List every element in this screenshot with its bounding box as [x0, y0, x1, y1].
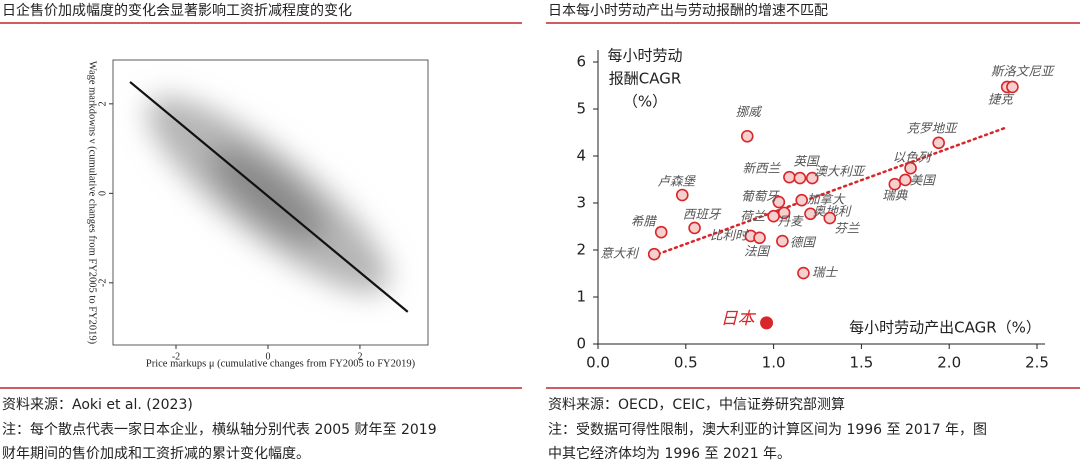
point-label: 奥地利 [813, 203, 852, 218]
y-tick-label: 2 [97, 101, 108, 106]
point [797, 266, 810, 280]
point-label: 以色列 [893, 150, 933, 165]
point [898, 173, 912, 187]
y-tick-label: 5 [576, 100, 586, 118]
plot-frame [112, 59, 429, 346]
point-label: 比利时 [710, 227, 750, 242]
point-label: 西班牙 [683, 206, 722, 221]
source: 资料来源：OECD，CEIC，中信证券研究部测算 [548, 397, 845, 413]
x-tick-label: 2.0 [937, 354, 961, 372]
chart-title: 日本每小时劳动产出与劳动报酬的增速不匹配 [548, 3, 828, 19]
y-tick-label: -2 [97, 279, 108, 287]
point [904, 161, 917, 175]
y-tick-label: 3 [576, 194, 586, 212]
point-label: 新西兰 [743, 161, 782, 176]
y-axis-label: 报酬CAGR [609, 70, 682, 88]
highlight-point [760, 316, 774, 330]
point [654, 225, 668, 239]
x-tick-label: 0 [265, 351, 270, 362]
point [888, 177, 902, 191]
point-label: 美国 [910, 172, 937, 187]
point [777, 206, 791, 220]
x-tick-label: 1.5 [849, 354, 873, 372]
x-tick-label: 1.0 [762, 354, 786, 372]
note: 注：受数据可得性限制，澳大利亚的计算区间为 1996 至 2017 年，图 [548, 421, 987, 438]
point-label: 芬兰 [834, 221, 861, 236]
y-axis-label: Wage markdowns ν (cumulative changes fro… [87, 61, 98, 345]
point [753, 231, 766, 245]
y-tick-label: 0 [97, 191, 108, 196]
point [823, 211, 837, 225]
point [776, 234, 789, 248]
y-axis-label: （%） [623, 93, 667, 111]
point-label: 澳大利亚 [814, 164, 867, 179]
x-axis-label: Price markups μ (cumulative changes from… [146, 358, 416, 369]
source: 资料来源：Aoki et al. (2023) [2, 397, 193, 413]
point-label: 加拿大 [807, 192, 846, 207]
point-label: 克罗地亚 [907, 120, 960, 135]
point-label: 德国 [790, 235, 817, 250]
point-label: 斯洛文尼亚 [991, 63, 1056, 78]
point-label: 希腊 [631, 214, 658, 229]
x-tick-label: 0.5 [674, 354, 698, 372]
point-label: 葡萄牙 [741, 189, 780, 204]
point [795, 193, 808, 207]
point [793, 171, 807, 185]
y-tick-label: 0 [576, 335, 586, 353]
note: 注：每个散点代表一家日本企业，横纵轴分别代表 2005 财年至 2019 [2, 421, 437, 438]
point [1006, 80, 1019, 94]
y-tick-label: 6 [576, 53, 586, 71]
x-axis-label: 每小时劳动产出CAGR（%） [849, 319, 1041, 337]
point-label: 卢森堡 [658, 174, 697, 189]
x-tick-label: -2 [172, 351, 180, 362]
fit-line [129, 81, 409, 313]
point [805, 171, 819, 185]
point [772, 195, 786, 209]
chart-title: 日企售价加成幅度的变化会显著影响工资折减程度的变化 [2, 2, 352, 19]
point-label: 丹麦 [778, 213, 805, 228]
point [932, 136, 945, 150]
point [783, 170, 796, 184]
point-label: 法国 [744, 243, 771, 258]
note: 财年期间的售价加成和工资折减的累计变化幅度。 [2, 446, 310, 462]
y-tick-label: 2 [576, 241, 586, 259]
point [740, 129, 754, 143]
point [647, 247, 661, 261]
point-label: 英国 [793, 154, 820, 169]
x-tick-label: 0.0 [586, 354, 610, 372]
point-label: 瑞典 [882, 188, 909, 203]
point-label: 挪威 [736, 104, 764, 119]
point-label: 捷克 [988, 91, 1015, 106]
note: 中其它经济体均为 1996 至 2021 年。 [548, 445, 791, 462]
y-axis-label: 每小时劳动 [607, 47, 682, 65]
y-tick-label: 1 [576, 288, 586, 306]
point [804, 207, 817, 221]
point-label: 意大利 [600, 246, 639, 261]
trend-line [651, 126, 1007, 258]
point-label: 瑞士 [812, 265, 839, 280]
x-tick-label: 2 [357, 351, 362, 362]
x-tick-label: 2.5 [1025, 354, 1049, 372]
point [688, 221, 701, 235]
y-tick-label: 4 [576, 147, 586, 165]
point [675, 188, 689, 202]
point-label: 荷兰 [740, 209, 767, 224]
highlight-label: 日本 [721, 309, 757, 329]
